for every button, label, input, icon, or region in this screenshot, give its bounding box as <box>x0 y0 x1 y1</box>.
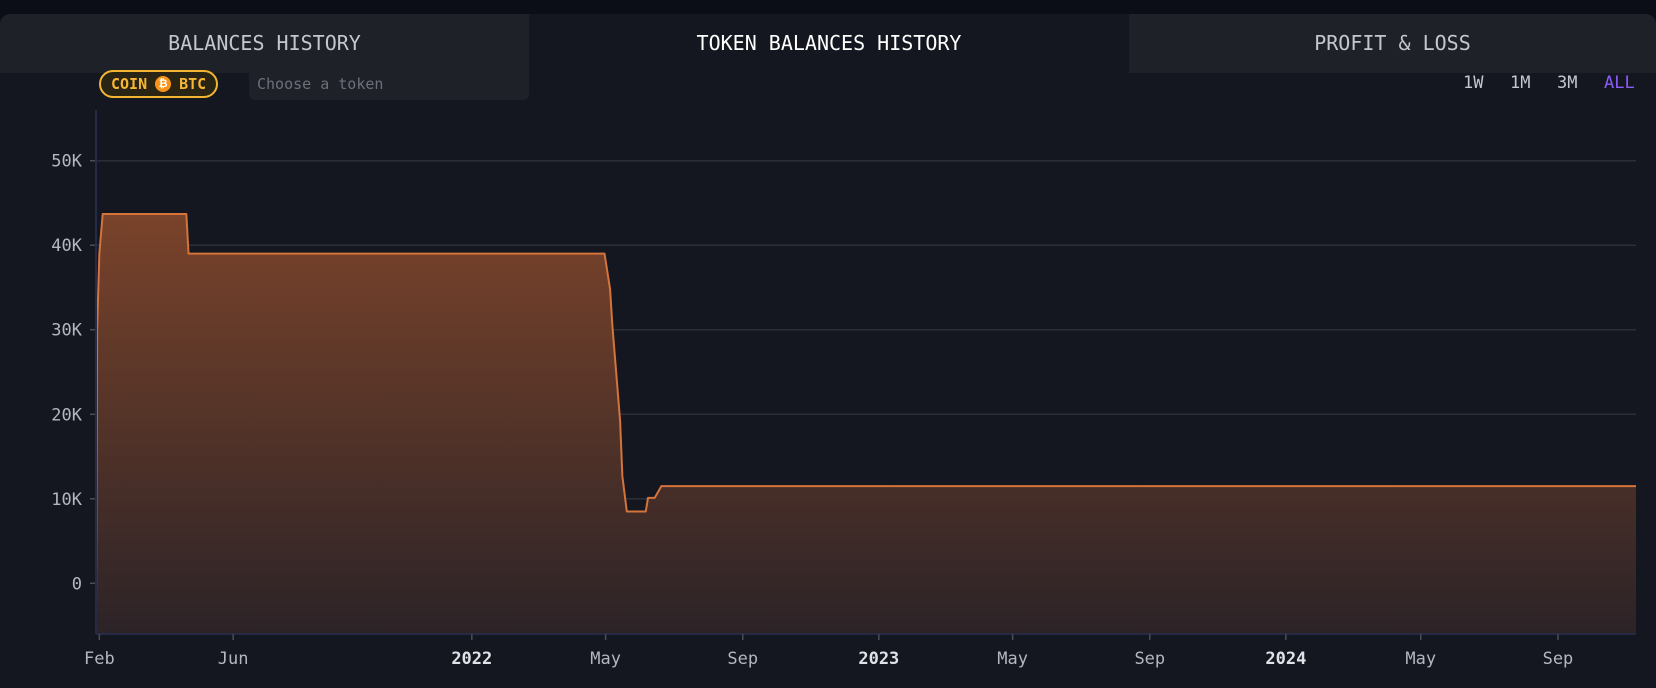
x-tick-label: May <box>1405 649 1436 669</box>
x-tick-label: Sep <box>1134 649 1165 669</box>
y-tick-label: 20K <box>51 405 82 425</box>
tab-profit-and-loss[interactable]: PROFIT & LOSS <box>1129 14 1656 73</box>
x-tick-label: Jun <box>218 649 249 669</box>
range-3m-button[interactable]: 3M <box>1557 73 1578 93</box>
x-tick-label: Sep <box>727 649 758 669</box>
range-all-button[interactable]: ALL <box>1604 73 1635 93</box>
tab-token-balances-history[interactable]: TOKEN BALANCES HISTORY <box>529 14 1129 73</box>
x-tick-year-label: 2022 <box>451 649 492 669</box>
bitcoin-icon: ₿ <box>155 76 172 92</box>
x-tick-label: May <box>997 649 1028 669</box>
x-tick-label: Feb <box>84 649 115 669</box>
token-symbol: BTC <box>179 75 207 93</box>
token-type-label: COIN <box>111 75 148 93</box>
token-search-input[interactable] <box>249 67 529 100</box>
balance-line <box>96 212 1636 609</box>
token-badge[interactable]: COIN ₿ BTC <box>99 70 219 98</box>
balance-area-fill <box>96 213 1636 634</box>
y-tick-label: 50K <box>51 152 82 172</box>
tab-balances-history[interactable]: BALANCES HISTORY <box>0 14 529 73</box>
x-tick-label: Sep <box>1543 649 1574 669</box>
range-1w-button[interactable]: 1W <box>1463 73 1484 93</box>
y-tick-label: 0 <box>72 574 82 594</box>
x-tick-year-label: 2024 <box>1265 649 1306 669</box>
y-tick-label: 40K <box>51 236 82 256</box>
range-1m-button[interactable]: 1M <box>1510 73 1531 93</box>
tab-bar: BALANCES HISTORY TOKEN BALANCES HISTORY … <box>0 14 1656 73</box>
x-tick-label: May <box>590 649 621 669</box>
y-tick-label: 10K <box>51 490 82 510</box>
y-tick-label: 30K <box>51 321 82 341</box>
x-tick-year-label: 2023 <box>858 649 899 669</box>
